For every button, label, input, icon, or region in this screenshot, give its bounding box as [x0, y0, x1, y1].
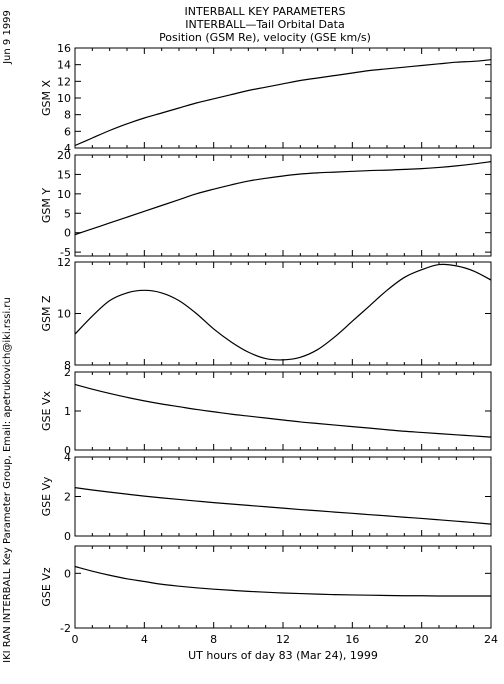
- panel-6-ytick-label-1: 0: [64, 567, 71, 580]
- panel-5-ytick-label-2: 4: [64, 451, 71, 464]
- panel-2-ylabel: GSM Y: [40, 188, 53, 223]
- panel-2-ytick-label-3: 10: [57, 188, 71, 201]
- xtick-label-3: 12: [276, 633, 290, 646]
- panel-4-ytick-label-1: 1: [64, 405, 71, 418]
- panel-3-series-line: [74, 263, 492, 361]
- panel-6-series-line: [74, 565, 491, 597]
- left-date-label: Jun 9 1999: [2, 10, 13, 65]
- panel-2-ytick-label-4: 15: [57, 168, 71, 181]
- panel-5-frame: [74, 456, 492, 537]
- panel-1-ytick-label-0: 4: [64, 142, 71, 155]
- panel-1-ytick-label-6: 16: [57, 42, 71, 55]
- xtick-label-6: 24: [484, 633, 498, 646]
- panel-3-ytick-label-0: 8: [64, 359, 71, 372]
- panel-4-series-line: [74, 383, 492, 438]
- panel-2: -5 0 5 10 15 20 GSM Y: [40, 149, 492, 259]
- panel-4: 0 1 2 GSE Vx: [40, 366, 492, 457]
- panel-1: 4 6 8 10 12 14 16 GSM X: [40, 42, 492, 155]
- panel-1-ytick-label-1: 6: [64, 125, 71, 138]
- panel-1-series-line: [74, 59, 492, 147]
- title-line-1: INTERBALL KEY PARAMETERS: [185, 5, 346, 18]
- panel-1-ytick-label-5: 14: [57, 59, 71, 72]
- panel-1-frame: [74, 47, 492, 149]
- xtick-label-5: 20: [415, 633, 429, 646]
- panel-3: 8 10 12 GSM Z: [40, 256, 492, 372]
- panel-4-ytick-label-2: 2: [64, 366, 71, 379]
- xtick-label-0: 0: [72, 633, 79, 646]
- xtick-label-1: 4: [141, 633, 148, 646]
- panel-1-ytick-label-3: 10: [57, 92, 71, 105]
- title-line-3: Position (GSM Re), velocity (GSE km/s): [159, 31, 371, 44]
- panel-4-ytick-label-0: 0: [64, 444, 71, 457]
- x-axis-label: UT hours of day 83 (Mar 24), 1999: [188, 649, 378, 662]
- panel-1-ylabel: GSM X: [40, 80, 53, 116]
- panel-6-frame: [74, 545, 492, 629]
- left-credit-label: IKI RAN INTERBALL Key Parameter Group, E…: [2, 297, 13, 663]
- panel-5-series-line: [74, 487, 492, 525]
- title-line-2: INTERBALL—Tail Orbital Data: [185, 18, 344, 31]
- panel-1-ytick-label-4: 12: [57, 75, 71, 88]
- xtick-label-4: 16: [345, 633, 359, 646]
- panel-3-ytick-label-1: 10: [57, 308, 71, 321]
- panel-3-ytick-label-2: 12: [57, 256, 71, 269]
- panel-5: 0 2 4 GSE Vy: [40, 451, 492, 543]
- panel-5-ytick-label-1: 2: [64, 491, 71, 504]
- panel-2-series-line: [74, 161, 492, 236]
- panel-1-ytick-label-2: 8: [64, 109, 71, 122]
- panel-4-frame: [74, 371, 492, 451]
- panel-4-ylabel: GSE Vx: [40, 391, 53, 431]
- panel-6-ylabel: GSE Vz: [40, 567, 53, 606]
- panel-2-ytick-label-5: 20: [57, 149, 71, 162]
- panel-2-ytick-label-1: 0: [64, 227, 71, 240]
- panel-3-frame: [74, 261, 492, 366]
- xtick-label-2: 8: [210, 633, 217, 646]
- panel-3-ylabel: GSM Z: [40, 295, 53, 331]
- panel-2-ytick-label-0: -5: [60, 246, 71, 259]
- panel-5-ytick-label-0: 0: [64, 530, 71, 543]
- panel-2-frame: [74, 154, 492, 257]
- panel-6-ytick-label-0: -2: [60, 622, 71, 635]
- panel-5-ylabel: GSE Vy: [40, 476, 53, 516]
- panel-2-ytick-label-2: 5: [64, 207, 71, 220]
